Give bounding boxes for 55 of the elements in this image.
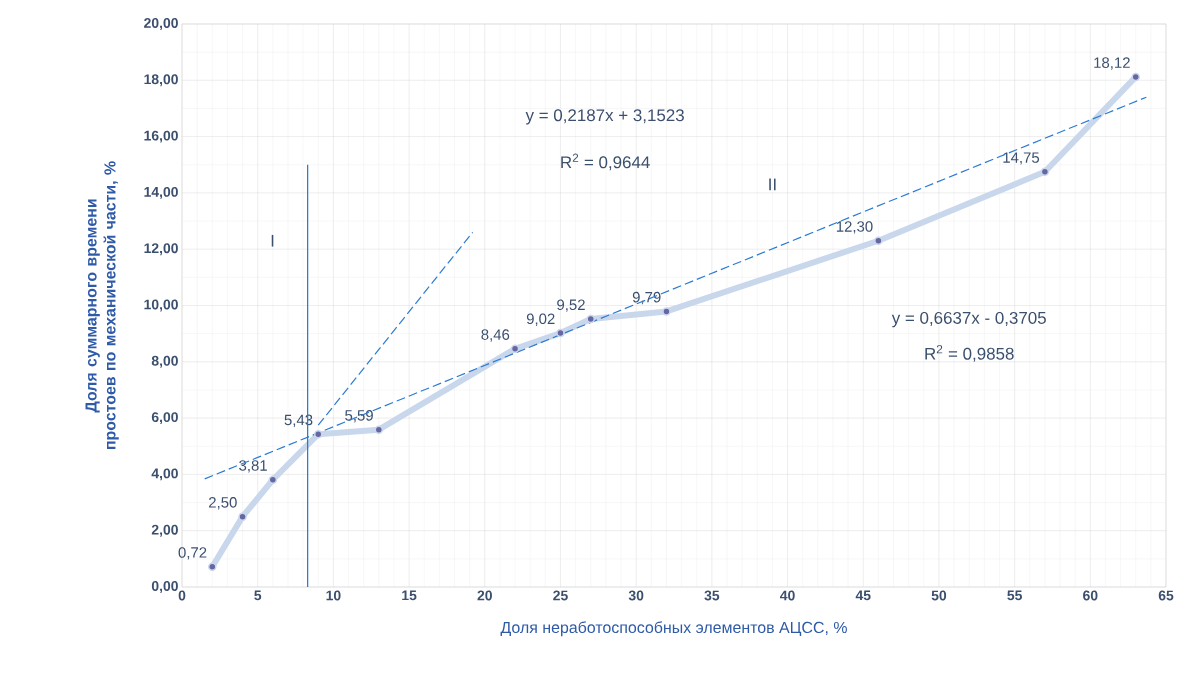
x-tick-label: 15 [402, 590, 417, 601]
point [510, 344, 520, 354]
point [586, 314, 595, 324]
data-label: 14,75 [1003, 152, 1040, 165]
x-tick-label: 20 [477, 590, 492, 601]
annotation: R$^{2}$ = 0,9858 [925, 345, 1014, 362]
point [662, 307, 671, 316]
x-tick-label: 10 [326, 590, 341, 601]
data-label: 9,52 [557, 299, 585, 312]
y-tick-label: 6,00 [151, 412, 178, 425]
y-axis-title: Доля суммарного времени простоев по механической части, % [85, 161, 119, 450]
y-tick-label: 0,00 [151, 581, 178, 593]
annotation: y = 0,2187x + 3,1523 [525, 109, 684, 125]
point [1040, 167, 1050, 177]
x-axis-title: Доля неработоспособных элементов АЦСС, % [500, 621, 847, 637]
point [1131, 72, 1140, 82]
annotation: I [271, 234, 274, 247]
y-tick-label: 18,00 [144, 74, 178, 87]
x-tick-label: 65 [1158, 590, 1174, 601]
data-label: 18,12 [1094, 57, 1130, 70]
x-tick-label: 55 [1007, 590, 1022, 601]
data-label: 5,59 [345, 410, 373, 423]
point [314, 429, 323, 439]
data-label: 0,72 [178, 547, 207, 560]
point [238, 512, 247, 521]
x-tick-label: 35 [704, 590, 720, 601]
x-tick-label: 40 [780, 590, 795, 601]
annotation: y = 0,6637x - 0,3705 [891, 311, 1046, 328]
x-tick-label: 30 [628, 590, 644, 601]
point [874, 236, 883, 245]
annotation: II [769, 178, 776, 191]
data-label: 3,81 [239, 460, 267, 473]
point [268, 475, 278, 484]
annotation: R$^{2}$ = 0,9644 [561, 153, 650, 171]
x-tick-label: 45 [855, 590, 871, 601]
y-tick-label: 12,00 [144, 243, 178, 256]
y-tick-label: 4,00 [151, 468, 178, 481]
x-tick-label: 50 [931, 590, 947, 601]
data-label: 8,46 [481, 329, 510, 342]
y-tick-label: 10,00 [144, 299, 178, 312]
data-label: 12,30 [836, 221, 873, 234]
data-label: 9,79 [632, 291, 661, 305]
y-tick-label: 8,00 [151, 355, 178, 368]
y-tick-label: 16,00 [144, 130, 178, 143]
point [208, 562, 217, 571]
x-tick-label: 25 [553, 590, 568, 601]
data-label: 2,50 [209, 497, 237, 510]
y-tick-label: 20,00 [144, 18, 178, 30]
x-tick-label: 5 [254, 590, 262, 601]
y-tick-label: 2,00 [151, 524, 178, 537]
y-tick-label: 14,00 [144, 186, 178, 199]
point [556, 328, 565, 338]
x-tick-label: 60 [1083, 590, 1098, 601]
data-label: 9,02 [526, 313, 555, 326]
x-tick-label: 0 [178, 590, 186, 601]
